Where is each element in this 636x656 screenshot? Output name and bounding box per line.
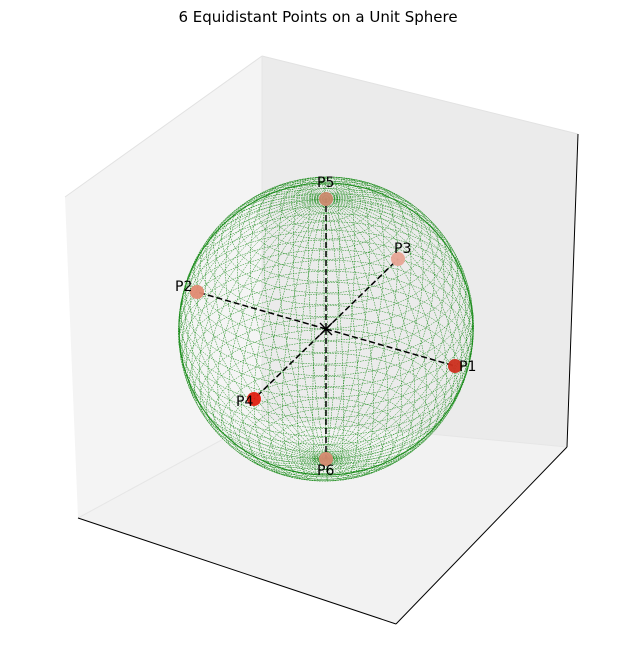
wireframe-line	[312, 198, 327, 482]
wireframe-line	[325, 198, 389, 478]
point-p5	[319, 192, 333, 206]
point-label-p6: P6	[317, 463, 334, 479]
point-label-p2: P2	[175, 279, 192, 295]
wireframe-line	[325, 198, 329, 483]
center-line-p3	[325, 258, 399, 330]
wireframe-line	[198, 198, 327, 466]
wireframe-line	[278, 179, 327, 460]
wireframe-line	[282, 198, 327, 480]
wireframe-line	[325, 198, 448, 467]
wireframe-line	[237, 184, 327, 460]
wireframe-line	[189, 195, 327, 460]
center-x-marker	[319, 322, 333, 336]
wireframe-line	[325, 187, 435, 460]
wireframe-line	[217, 198, 327, 471]
wireframe-line	[325, 189, 445, 460]
wireframe-line	[325, 198, 438, 469]
wireframe-line	[325, 198, 472, 460]
wireframe-line	[263, 180, 327, 460]
chart-title: 6 Equidistant Points on a Unit Sphere	[178, 8, 457, 26]
wireframe-line	[229, 376, 423, 480]
wireframe-line	[250, 182, 327, 460]
wireframe-line	[325, 178, 370, 460]
wireframe-line	[325, 176, 340, 460]
wireframe-line	[181, 198, 327, 461]
wireframe-line	[325, 195, 467, 460]
point-p3	[391, 252, 405, 266]
wireframe-line	[267, 198, 327, 479]
wireframe-line	[180, 198, 327, 460]
point-label-p5: P5	[317, 175, 334, 191]
axes-panes	[64, 55, 579, 625]
wireframe-line	[325, 197, 471, 460]
wireframe-line	[325, 198, 374, 479]
labels-layer: P1 P2 P3 P4 P5 P6	[175, 175, 476, 479]
pane-right	[262, 56, 578, 447]
pane-left	[65, 56, 262, 518]
wireframe-line	[297, 198, 327, 481]
wireframe-line	[184, 196, 327, 460]
wireframe-line	[207, 198, 327, 469]
point-p6	[319, 452, 333, 466]
wireframe-line	[204, 191, 327, 460]
wireframe-line	[178, 198, 327, 460]
wireframe-line	[240, 198, 327, 475]
center-line-p2	[196, 291, 327, 330]
wireframe-line	[325, 198, 402, 476]
point-p4	[247, 392, 261, 406]
wireframe-line	[225, 186, 327, 460]
pane-edge	[261, 55, 579, 135]
sphere-outline	[178, 182, 474, 476]
wireframe-line	[228, 198, 327, 473]
wireframe-line	[325, 192, 454, 460]
pane-edge	[77, 417, 263, 519]
point-p2	[190, 285, 204, 299]
pane-floor	[78, 418, 567, 624]
point-label-p3: P3	[394, 241, 411, 257]
wireframe-line	[325, 198, 468, 462]
point-p1	[448, 359, 462, 373]
wireframe-line	[325, 198, 344, 482]
wireframe-line	[185, 198, 327, 463]
wireframe-line	[178, 198, 327, 460]
wireframe-line	[199, 193, 453, 329]
wireframe-line	[325, 198, 474, 460]
wireframe-line	[325, 198, 415, 474]
wireframe-line	[314, 452, 338, 466]
center-line-p1	[325, 328, 456, 367]
center-lines	[196, 199, 456, 459]
wireframe-line	[214, 189, 327, 460]
wireframe-line	[325, 198, 463, 463]
points-layer	[190, 192, 462, 466]
y-axis-line	[395, 446, 568, 625]
wireframe-line	[325, 177, 355, 460]
wireframe-line	[308, 176, 327, 460]
z-axis-line	[566, 133, 579, 448]
wireframe-line	[292, 177, 327, 460]
wireframe-line	[325, 198, 474, 460]
wireframe-line	[325, 198, 427, 472]
pane-edge	[64, 55, 263, 198]
wireframe-line	[302, 187, 350, 214]
wireframe-line	[325, 198, 360, 481]
center-marker	[319, 322, 333, 336]
sphere-wireframe	[178, 175, 474, 483]
x-axis-line	[77, 517, 397, 625]
wireframe-line	[323, 175, 327, 460]
center-line-p4	[253, 328, 327, 400]
point-label-p1: P1	[459, 359, 476, 375]
point-label-p4: P4	[236, 394, 253, 410]
